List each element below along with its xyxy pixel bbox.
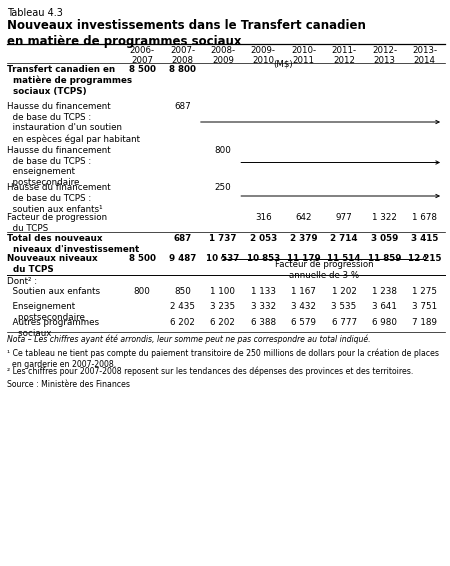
Text: 1 167: 1 167 (291, 287, 316, 296)
Text: 3 059: 3 059 (371, 234, 398, 243)
Text: 687: 687 (173, 234, 192, 243)
Text: ¹ Ce tableau ne tient pas compte du paiement transitoire de 250 millions de doll: ¹ Ce tableau ne tient pas compte du paie… (7, 348, 439, 368)
Text: 1 275: 1 275 (412, 287, 437, 296)
Text: 2006-
2007: 2006- 2007 (130, 46, 155, 66)
Text: 3 535: 3 535 (332, 302, 357, 311)
Text: 7 189: 7 189 (412, 318, 437, 327)
Text: 1 737: 1 737 (209, 234, 237, 243)
Text: Source : Ministère des Finances: Source : Ministère des Finances (7, 380, 130, 389)
Text: 1 133: 1 133 (251, 287, 276, 296)
Text: 8 500: 8 500 (129, 254, 156, 263)
Text: 12 215: 12 215 (408, 254, 441, 263)
Text: 6 202: 6 202 (170, 318, 195, 327)
Text: Dont² :: Dont² : (7, 277, 37, 286)
Text: Hausse du financement
  de base du TCPS :
  soutien aux enfants¹: Hausse du financement de base du TCPS : … (7, 183, 111, 213)
Text: 850: 850 (174, 287, 191, 296)
Text: Facteur de progression
  du TCPS: Facteur de progression du TCPS (7, 213, 107, 233)
Text: Autres programmes
    sociaux: Autres programmes sociaux (7, 318, 99, 338)
Text: 3 641: 3 641 (372, 302, 397, 311)
Text: 1 322: 1 322 (372, 213, 397, 222)
Text: 1 202: 1 202 (332, 287, 356, 296)
Text: 2 714: 2 714 (330, 234, 358, 243)
Text: 2007-
2008: 2007- 2008 (170, 46, 195, 66)
Text: 2011-
2012: 2011- 2012 (332, 46, 356, 66)
Text: 1 100: 1 100 (211, 287, 235, 296)
Text: 2012-
2013: 2012- 2013 (372, 46, 397, 66)
Text: 6 980: 6 980 (372, 318, 397, 327)
Text: ² Les chiffres pour 2007-2008 reposent sur les tendances des dépenses des provin: ² Les chiffres pour 2007-2008 reposent s… (7, 367, 414, 376)
Text: 642: 642 (296, 213, 312, 222)
Text: 250: 250 (215, 183, 231, 192)
Text: 6 777: 6 777 (332, 318, 356, 327)
Text: 2008-
2009: 2008- 2009 (211, 46, 235, 66)
Text: 3 332: 3 332 (251, 302, 276, 311)
Text: 800: 800 (134, 287, 151, 296)
Text: 11 859: 11 859 (368, 254, 401, 263)
Text: 9 487: 9 487 (169, 254, 196, 263)
Text: Nouveaux niveaux
  du TCPS: Nouveaux niveaux du TCPS (7, 254, 98, 274)
Text: Enseignement
    postsecondaire: Enseignement postsecondaire (7, 302, 85, 321)
Text: 2 053: 2 053 (250, 234, 277, 243)
Text: 977: 977 (336, 213, 352, 222)
Text: 3 415: 3 415 (411, 234, 438, 243)
Text: 1 678: 1 678 (412, 213, 437, 222)
Text: 3 235: 3 235 (211, 302, 235, 311)
Text: 10 853: 10 853 (247, 254, 280, 263)
Text: 6 202: 6 202 (211, 318, 235, 327)
Text: 8 500: 8 500 (129, 65, 156, 74)
Text: Transfert canadien en
  matière de programmes
  sociaux (TCPS): Transfert canadien en matière de program… (7, 65, 132, 96)
Text: (M$): (M$) (274, 60, 293, 69)
Text: Nota – Les chiffres ayant été arrondis, leur somme peut ne pas correspondre au t: Nota – Les chiffres ayant été arrondis, … (7, 335, 371, 345)
Text: 2009-
2010: 2009- 2010 (251, 46, 276, 66)
Text: 11 514: 11 514 (327, 254, 361, 263)
Text: Tableau 4.3: Tableau 4.3 (7, 8, 63, 18)
Text: Facteur de progression
annuelle de 3 %: Facteur de progression annuelle de 3 % (274, 260, 373, 280)
Text: Nouveaux investissements dans le Transfert canadien
en matière de programmes soc: Nouveaux investissements dans le Transfe… (7, 19, 366, 48)
Text: 11 179: 11 179 (287, 254, 320, 263)
Text: 1 238: 1 238 (372, 287, 397, 296)
Text: 10 537: 10 537 (206, 254, 239, 263)
Text: 6 579: 6 579 (291, 318, 316, 327)
Text: 2 435: 2 435 (170, 302, 195, 311)
Text: Total des nouveaux
  niveaux d'investissement: Total des nouveaux niveaux d'investissem… (7, 234, 139, 254)
Text: Soutien aux enfants: Soutien aux enfants (7, 287, 100, 296)
Text: 3 432: 3 432 (291, 302, 316, 311)
Text: 2 379: 2 379 (290, 234, 317, 243)
Text: 687: 687 (174, 102, 191, 111)
Text: 2010-
2011: 2010- 2011 (291, 46, 316, 66)
Text: 8 800: 8 800 (169, 65, 196, 74)
Text: 3 751: 3 751 (412, 302, 437, 311)
Text: 2013-
2014: 2013- 2014 (412, 46, 437, 66)
Text: Hausse du financement
  de base du TCPS :
  instauration d'un soutien
  en espèc: Hausse du financement de base du TCPS : … (7, 102, 140, 144)
Text: 6 388: 6 388 (251, 318, 276, 327)
Text: 316: 316 (255, 213, 272, 222)
Text: Hausse du financement
  de base du TCPS :
  enseignement
  postsecondaire: Hausse du financement de base du TCPS : … (7, 146, 111, 187)
Text: 800: 800 (215, 146, 231, 155)
